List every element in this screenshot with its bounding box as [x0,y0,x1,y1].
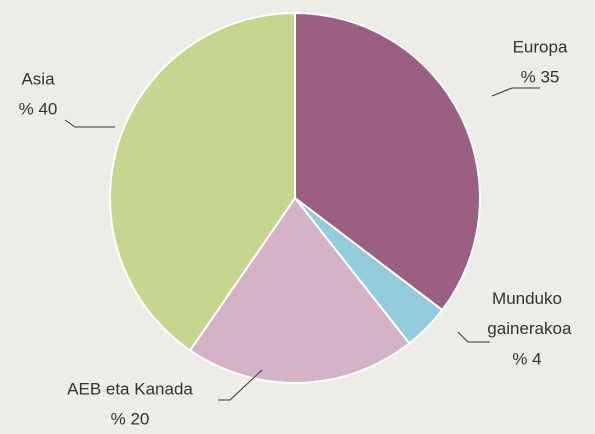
slice-label: AEB eta Kanada [67,379,193,398]
value-label: % 20 [111,409,150,428]
slice-label: Asia [21,69,55,88]
leader-line [218,369,263,401]
pie-slice [294,11,481,312]
value-label: % 40 [19,99,58,118]
leader-line [64,119,115,128]
slice-label: Munduko gainerakoa [483,289,572,338]
slice-label: Europa [513,37,568,56]
value-label: % 4 [512,349,541,368]
pie-slice [109,11,296,352]
pie-slice [188,196,411,384]
leader-line [491,87,540,97]
value-label: % 35 [521,67,560,86]
leader-line [457,331,490,343]
